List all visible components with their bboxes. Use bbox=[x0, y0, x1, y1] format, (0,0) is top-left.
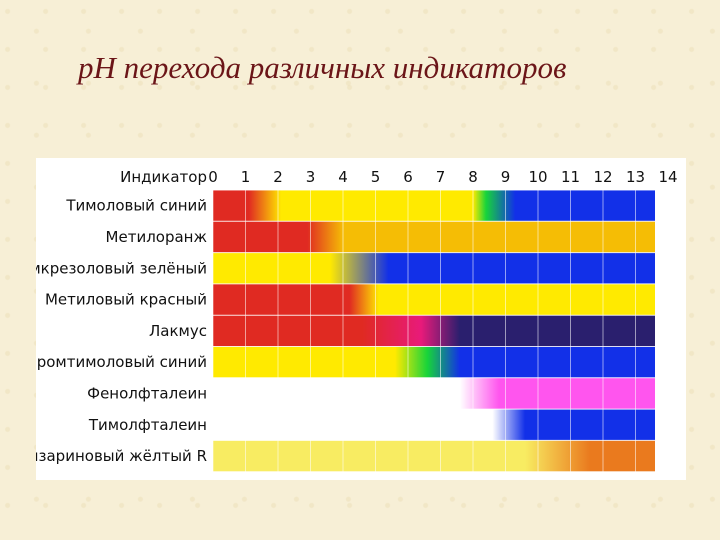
ph-tick-label: 8 bbox=[468, 168, 478, 186]
indicator-bar bbox=[213, 440, 655, 472]
ph-tick-label: 11 bbox=[561, 168, 580, 186]
indicator-bar bbox=[213, 346, 655, 378]
slide-title: pH перехода различных индикаторов bbox=[78, 50, 567, 85]
ph-tick-label: 14 bbox=[658, 168, 677, 186]
indicator-label: Фенолфталеин bbox=[87, 384, 207, 402]
indicator-label: Тимоловый синий bbox=[65, 197, 207, 215]
ph-tick-label: 0 bbox=[208, 168, 218, 186]
ph-tick-label: 13 bbox=[626, 168, 645, 186]
indicator-label: Ализариновый жёлтый R bbox=[36, 447, 207, 465]
indicator-chart: Тимоловый синий Метилоранж Бромкрезоловый … bbox=[36, 168, 678, 473]
indicator-bar bbox=[213, 221, 655, 253]
indicator-bar bbox=[213, 252, 655, 284]
ph-tick-label: 5 bbox=[371, 168, 381, 186]
ph-tick-label: 3 bbox=[306, 168, 316, 186]
chart-panel: Тимоловый синий Метилоранж Бромкрезоловый … bbox=[36, 158, 686, 480]
ph-tick-label: 1 bbox=[241, 168, 251, 186]
header-label: Индикатор bbox=[120, 168, 207, 186]
ph-tick-label: 12 bbox=[593, 168, 612, 186]
indicator-bar bbox=[213, 283, 655, 316]
indicator-label: Бромкрезоловый зелёный bbox=[36, 259, 207, 277]
indicator-bar bbox=[213, 409, 655, 441]
ph-tick-label: 4 bbox=[338, 168, 348, 186]
indicator-bar bbox=[213, 190, 655, 222]
indicator-label: Тимолфталеин bbox=[88, 416, 207, 434]
bars-layer bbox=[213, 190, 655, 472]
indicator-label: Бромтимоловый синий bbox=[36, 353, 207, 371]
labels-layer: Тимоловый синий Метилоранж Бромкрезоловый … bbox=[36, 168, 678, 465]
ph-tick-label: 10 bbox=[528, 168, 547, 186]
ph-tick-label: 6 bbox=[403, 168, 413, 186]
indicator-bar bbox=[213, 315, 655, 347]
indicator-label: Метилоранж bbox=[106, 228, 207, 246]
indicator-label: Метиловый красный bbox=[45, 291, 207, 309]
grid-layer bbox=[212, 189, 655, 473]
indicator-bar bbox=[213, 377, 655, 410]
ph-tick-label: 7 bbox=[436, 168, 446, 186]
ph-tick-label: 9 bbox=[501, 168, 511, 186]
indicator-label: Лакмус bbox=[149, 322, 207, 340]
ph-tick-label: 2 bbox=[273, 168, 283, 186]
